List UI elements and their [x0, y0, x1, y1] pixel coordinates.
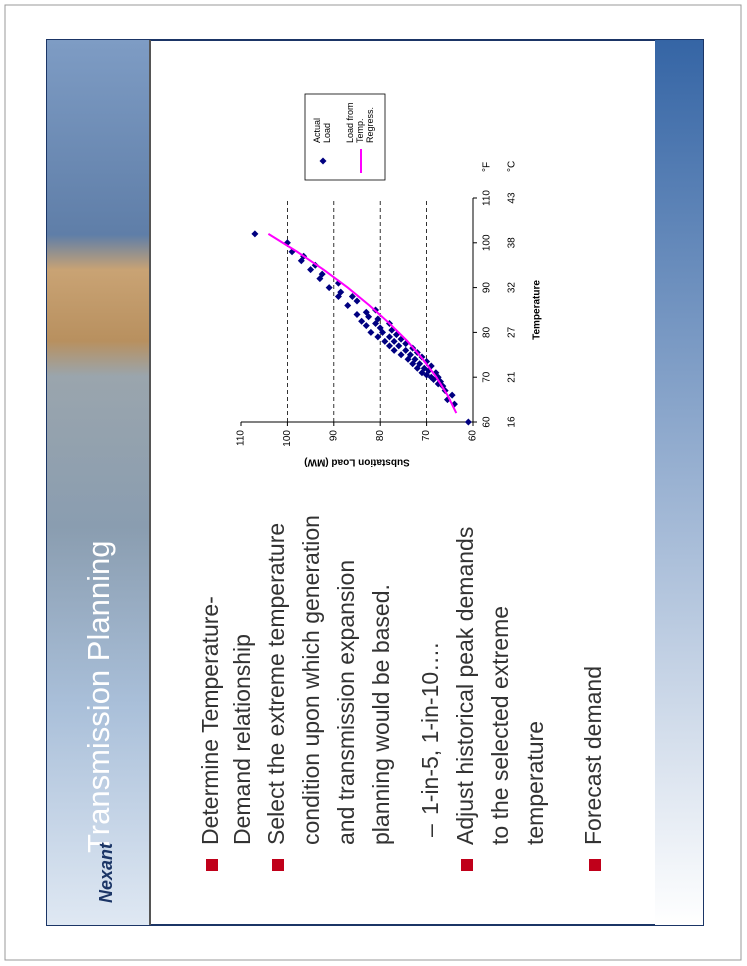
bullet-text: and transmission expansion — [333, 560, 359, 845]
bullet-text: Demand relationship — [229, 634, 255, 845]
x-tick-label: 110 — [482, 190, 493, 206]
footer-band — [655, 40, 703, 925]
bullet-square — [589, 859, 601, 871]
y-tick-label: 110 — [236, 430, 247, 446]
x-tick-label: 80 — [482, 326, 493, 338]
y-tick-label: 70 — [421, 430, 432, 442]
bullet-text: Determine Temperature- — [197, 596, 223, 845]
y-tick-label: 100 — [282, 430, 293, 447]
slide-title: Transmission Planning — [81, 541, 116, 853]
bullet-square — [206, 859, 218, 871]
x2-tick-label: 27 — [507, 326, 518, 338]
y-tick-label: 90 — [328, 430, 339, 442]
x-axis-title: Temperature — [532, 280, 543, 340]
x-tick-label: 90 — [482, 282, 493, 294]
y-axis-title: Substation Load (MW) — [304, 456, 410, 467]
x2-tick-label: 32 — [507, 282, 518, 294]
x2-tick-label: 43 — [507, 192, 518, 204]
bullet-square — [272, 859, 284, 871]
x-tick-label: 100 — [482, 234, 493, 251]
slide: Transmission Planning Nexant Determine T… — [47, 40, 703, 925]
x-unit: °F — [482, 162, 493, 172]
bullet-text: condition upon which generation — [298, 515, 324, 845]
bullet-square — [461, 859, 473, 871]
bullet-text: Select the extreme temperature — [263, 523, 289, 845]
bullet-text: 1-in-5, 1-in-10…. — [417, 642, 443, 815]
y-tick-label: 60 — [468, 430, 479, 442]
sub-bullet-dash: – — [417, 824, 443, 837]
x2-tick-label: 21 — [507, 371, 518, 383]
x2-tick-label: 38 — [507, 237, 518, 249]
x2-tick-label: 16 — [507, 416, 518, 428]
y-tick-label: 80 — [375, 430, 386, 442]
bullet-text: Forecast demand — [580, 666, 606, 845]
bullet-text: planning would be based. — [368, 584, 394, 845]
x2-unit: °C — [507, 161, 518, 172]
bullet-text: to the selected extreme — [487, 606, 513, 845]
x-tick-label: 70 — [482, 371, 493, 383]
bullet-text: temperature — [522, 721, 548, 845]
page: Transmission Planning Nexant Determine T… — [0, 0, 747, 966]
x-tick-label: 60 — [482, 416, 493, 428]
logo: Nexant — [96, 842, 116, 903]
bullet-text: Adjust historical peak demands — [452, 527, 478, 845]
